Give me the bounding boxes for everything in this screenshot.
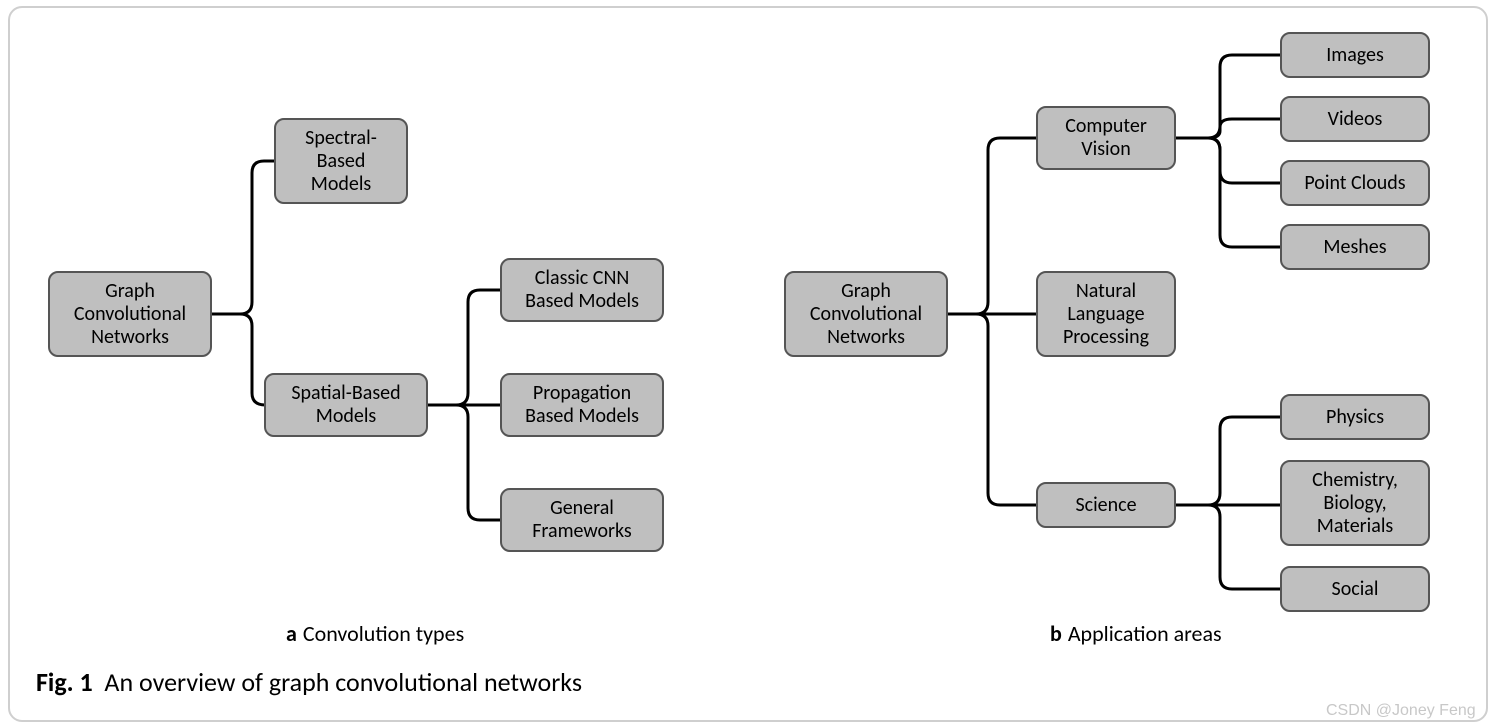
figure-caption: Fig. 1 An overview of graph convolutiona… — [36, 666, 582, 698]
subfigure-label-a: aConvolution types — [286, 620, 464, 647]
node-point-clouds: Point Clouds — [1280, 160, 1430, 206]
node-label: Point Clouds — [1304, 172, 1405, 195]
node-label: Spatial-BasedModels — [291, 382, 400, 428]
node-label: Chemistry,Biology,Materials — [1312, 469, 1398, 538]
watermark-text: CSDN @Joney Feng — [1326, 702, 1476, 720]
node-physics: Physics — [1280, 394, 1430, 440]
node-gcn-root-b: GraphConvolutionalNetworks — [784, 271, 948, 357]
node-label: Classic CNNBased Models — [525, 267, 639, 313]
node-label: Spectral-BasedModels — [305, 127, 377, 196]
subfigure-text: Convolution types — [303, 620, 464, 647]
node-chem-bio-mat: Chemistry,Biology,Materials — [1280, 460, 1430, 546]
node-nlp: NaturalLanguageProcessing — [1036, 271, 1176, 357]
diagram-frame — [8, 6, 1488, 722]
figure-caption-text: An overview of graph convolutional netwo… — [104, 666, 582, 698]
subfigure-label-b: bApplication areas — [1050, 620, 1222, 647]
node-propagation: PropagationBased Models — [500, 373, 664, 437]
figure-number: Fig. 1 — [36, 666, 93, 698]
node-label: ComputerVision — [1065, 115, 1147, 161]
node-label: Images — [1326, 44, 1384, 67]
node-label: PropagationBased Models — [525, 382, 639, 428]
node-label: Videos — [1328, 108, 1383, 131]
node-spatial-models: Spatial-BasedModels — [264, 373, 428, 437]
node-general-frameworks: GeneralFrameworks — [500, 488, 664, 552]
node-label: GeneralFrameworks — [532, 497, 632, 543]
node-social: Social — [1280, 566, 1430, 612]
node-videos: Videos — [1280, 96, 1430, 142]
node-images: Images — [1280, 32, 1430, 78]
node-label: GraphConvolutionalNetworks — [74, 280, 186, 349]
node-meshes: Meshes — [1280, 224, 1430, 270]
node-label: NaturalLanguageProcessing — [1063, 280, 1149, 349]
node-spectral-models: Spectral-BasedModels — [274, 118, 408, 204]
node-label: Science — [1075, 494, 1136, 517]
node-label: Social — [1332, 578, 1379, 601]
node-computer-vision: ComputerVision — [1036, 106, 1176, 170]
node-label: Physics — [1326, 406, 1384, 429]
node-science: Science — [1036, 482, 1176, 528]
subfigure-letter: a — [286, 620, 297, 647]
subfigure-text: Application areas — [1068, 620, 1222, 647]
node-classic-cnn: Classic CNNBased Models — [500, 258, 664, 322]
node-label: GraphConvolutionalNetworks — [810, 280, 922, 349]
node-gcn-root-a: GraphConvolutionalNetworks — [48, 271, 212, 357]
node-label: Meshes — [1323, 236, 1386, 259]
subfigure-letter: b — [1050, 620, 1062, 647]
